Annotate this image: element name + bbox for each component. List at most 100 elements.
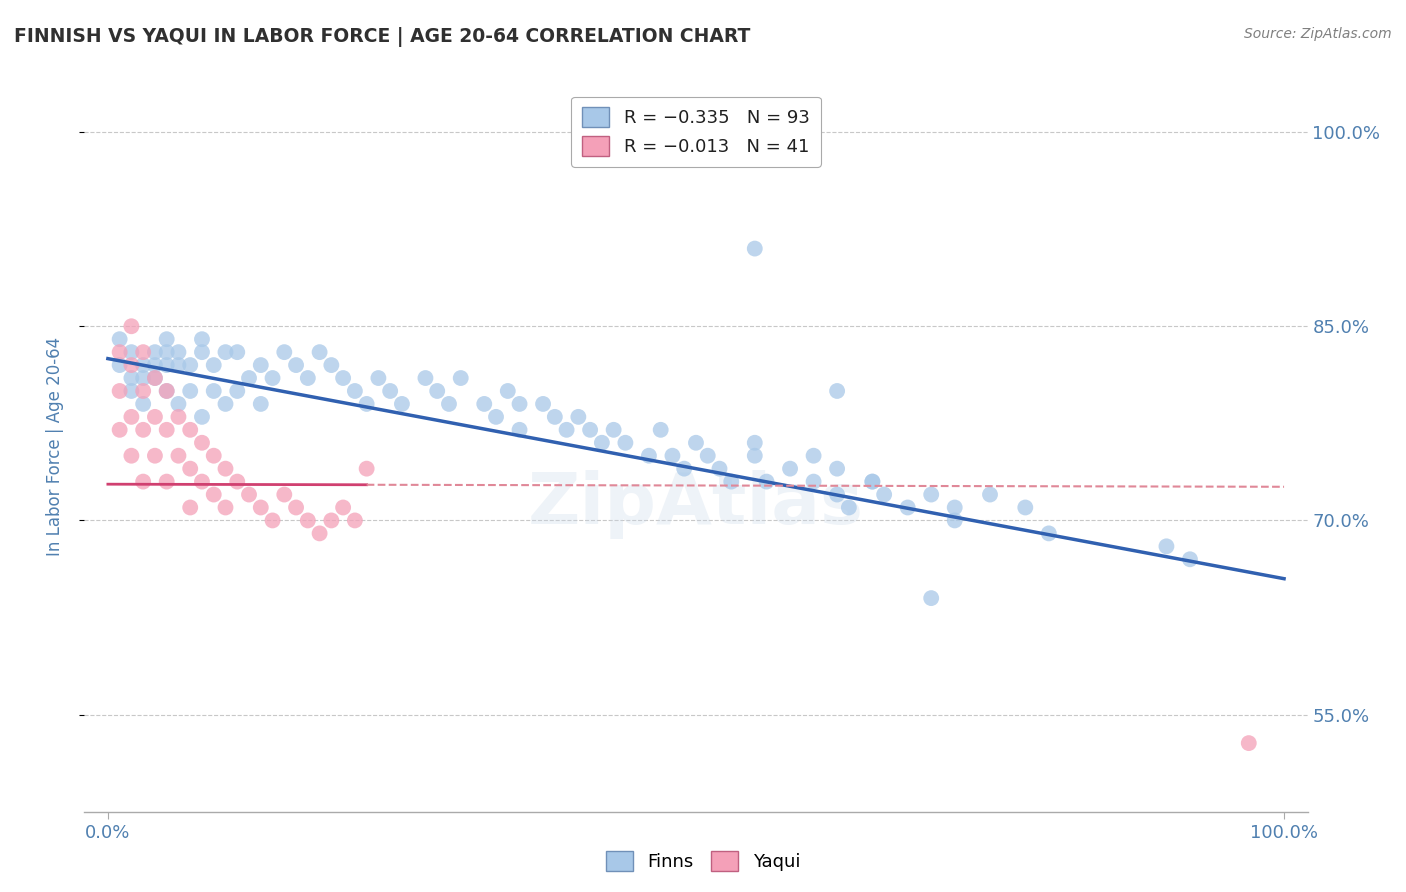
Point (356, 397, 378, 411)
Y-axis label: In Labor Force | Age 20-64: In Labor Force | Age 20-64 (45, 336, 63, 556)
Point (531, 397, 554, 411)
Point (214, 397, 236, 411)
Point (191, 332, 214, 346)
Point (755, 475, 778, 489)
Point (661, 449, 683, 463)
Point (450, 371, 472, 385)
Point (920, 487, 942, 501)
Point (297, 513, 319, 527)
Point (191, 435, 214, 450)
Point (202, 487, 225, 501)
Point (638, 449, 661, 463)
Point (838, 500, 860, 515)
Point (803, 475, 825, 489)
Point (143, 449, 166, 463)
Text: Source: ZipAtlas.com: Source: ZipAtlas.com (1244, 27, 1392, 41)
Point (472, 397, 495, 411)
Point (167, 358, 190, 372)
Text: ZipAtlas: ZipAtlas (529, 470, 863, 539)
Point (120, 345, 142, 359)
Point (214, 500, 236, 515)
Point (825, 461, 848, 475)
Point (156, 384, 179, 398)
Point (156, 423, 179, 437)
Point (108, 384, 131, 398)
Point (249, 397, 271, 411)
Point (108, 345, 131, 359)
Point (696, 449, 718, 463)
Point (143, 371, 166, 385)
Point (332, 500, 354, 515)
Point (744, 435, 766, 450)
Point (167, 409, 190, 424)
Point (156, 475, 179, 489)
Point (108, 423, 131, 437)
Point (226, 384, 249, 398)
Point (191, 409, 214, 424)
Point (897, 500, 920, 515)
Point (108, 358, 131, 372)
Point (238, 487, 260, 501)
Point (120, 449, 142, 463)
Point (343, 384, 366, 398)
Point (156, 358, 179, 372)
Point (285, 500, 308, 515)
Point (179, 358, 201, 372)
Point (591, 435, 613, 450)
Point (120, 358, 142, 372)
Point (132, 384, 155, 398)
Point (143, 409, 166, 424)
Point (602, 423, 624, 437)
Point (143, 358, 166, 372)
Point (308, 526, 330, 541)
Point (544, 409, 567, 424)
Point (120, 319, 142, 334)
Point (214, 345, 236, 359)
Text: FINNISH VS YAQUI IN LABOR FORCE | AGE 20-64 CORRELATION CHART: FINNISH VS YAQUI IN LABOR FORCE | AGE 20… (14, 27, 751, 46)
Point (803, 449, 825, 463)
Legend: Finns, Yaqui: Finns, Yaqui (599, 844, 807, 879)
Point (214, 461, 236, 475)
Point (202, 449, 225, 463)
Point (156, 332, 179, 346)
Point (273, 487, 295, 501)
Point (202, 358, 225, 372)
Point (120, 384, 142, 398)
Point (132, 397, 155, 411)
Point (779, 461, 801, 475)
Point (1014, 500, 1036, 515)
Point (509, 397, 531, 411)
Point (191, 475, 214, 489)
Point (673, 461, 696, 475)
Point (202, 384, 225, 398)
Point (1038, 526, 1060, 541)
Point (391, 397, 413, 411)
Point (297, 371, 319, 385)
Point (273, 345, 295, 359)
Point (380, 384, 402, 398)
Point (179, 500, 201, 515)
Point (238, 371, 260, 385)
Point (132, 358, 155, 372)
Point (650, 423, 672, 437)
Point (308, 345, 330, 359)
Point (262, 371, 284, 385)
Point (226, 475, 249, 489)
Point (167, 397, 190, 411)
Point (120, 371, 142, 385)
Point (825, 384, 848, 398)
Point (509, 423, 531, 437)
Point (321, 513, 343, 527)
Point (367, 371, 389, 385)
Point (108, 332, 131, 346)
Point (943, 500, 966, 515)
Point (332, 371, 354, 385)
Point (356, 461, 378, 475)
Point (485, 409, 508, 424)
Point (555, 423, 578, 437)
Point (873, 487, 896, 501)
Point (1178, 552, 1201, 566)
Point (496, 384, 519, 398)
Point (285, 358, 308, 372)
Point (167, 345, 190, 359)
